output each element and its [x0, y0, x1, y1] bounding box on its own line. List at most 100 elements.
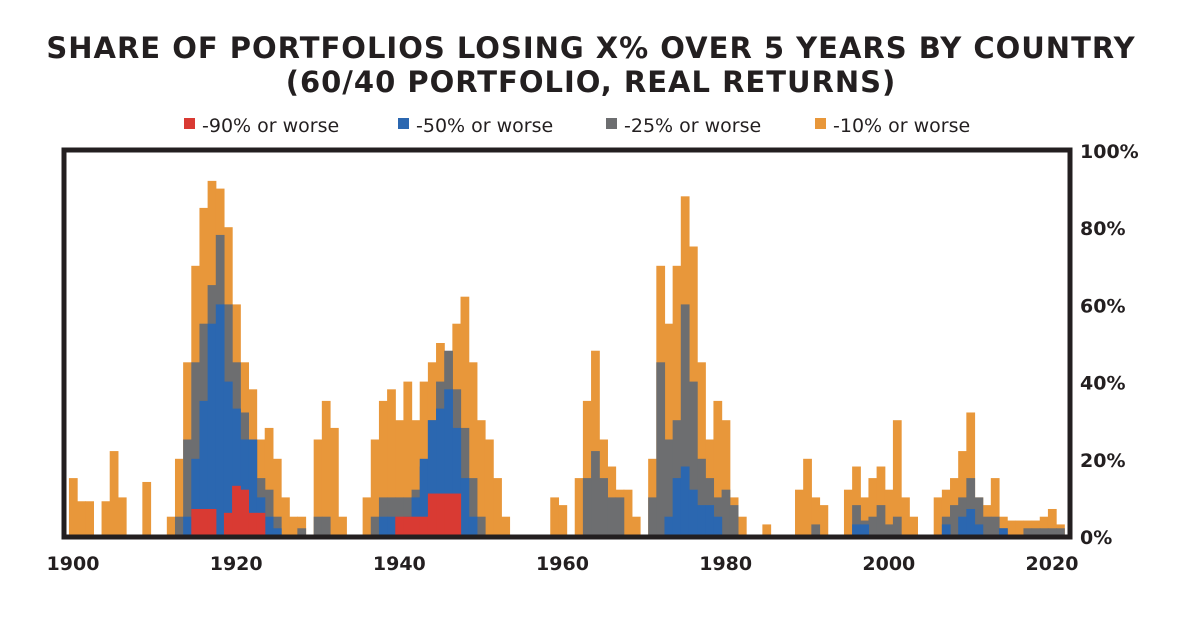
area-segment: [990, 516, 1000, 536]
area-segment: [672, 265, 682, 536]
area-segment: [713, 516, 723, 536]
y-tick-label: 60%: [1080, 295, 1125, 317]
area-segment: [574, 478, 584, 536]
area-segment: [468, 362, 478, 536]
area-segment: [223, 512, 233, 536]
legend-label: -50% or worse: [416, 115, 553, 137]
area-segment: [860, 497, 870, 536]
area-segment: [1039, 516, 1049, 536]
area-segment: [191, 362, 201, 536]
area-segment: [240, 439, 250, 536]
legend-swatch: [815, 118, 826, 129]
area-segment: [966, 412, 976, 536]
area-segment: [174, 516, 184, 536]
area-segment: [974, 524, 984, 536]
area-segment: [892, 516, 902, 536]
area-segment: [264, 489, 274, 536]
area-segment: [199, 400, 209, 536]
area-segment: [427, 420, 437, 536]
y-tick-label: 80%: [1080, 218, 1125, 240]
area-segment: [338, 516, 347, 536]
area-segment: [272, 528, 282, 536]
legend-swatch: [184, 118, 195, 129]
area-segment: [852, 505, 861, 536]
area-segment: [484, 439, 494, 536]
area-segment: [207, 508, 217, 536]
legend-label: -10% or worse: [833, 115, 970, 137]
area-segment: [1023, 528, 1033, 536]
area-segment: [762, 524, 772, 536]
area-segment: [1039, 528, 1049, 536]
area-segment: [1007, 520, 1016, 536]
x-axis: 1900 1920 1940 1960 1980 2000 2020: [47, 553, 1079, 575]
area-segment: [941, 489, 951, 536]
area-segment: [452, 493, 462, 536]
area-segment: [444, 389, 453, 536]
area-segment: [476, 420, 486, 536]
area-segment: [990, 478, 1000, 536]
y-tick-label: 100%: [1080, 141, 1139, 163]
area-segment: [998, 516, 1008, 536]
area-segment: [248, 439, 258, 536]
area-segment: [248, 512, 258, 536]
area-segment: [664, 323, 674, 536]
area-segment: [876, 505, 886, 536]
area-segment: [860, 524, 870, 536]
area-segment: [558, 505, 568, 536]
area-segment: [313, 439, 323, 536]
area-segment: [819, 505, 829, 536]
area-segment: [362, 497, 372, 536]
legend-label: -25% or worse: [624, 115, 761, 137]
area-segment: [1056, 528, 1065, 536]
area-segment: [631, 516, 641, 536]
legend-item: -10% or worse: [815, 115, 970, 137]
area-segment: [811, 497, 821, 536]
area-segment: [313, 516, 323, 536]
legend-item: -50% or worse: [398, 115, 553, 137]
area-segment: [215, 304, 225, 536]
area-segment: [272, 516, 282, 536]
area-segment: [843, 489, 853, 536]
area-segment: [183, 516, 192, 536]
y-tick-label: 40%: [1080, 373, 1125, 395]
area-segment: [297, 516, 307, 536]
area-segment: [615, 497, 625, 536]
area-segment: [672, 478, 682, 536]
area-segment: [901, 497, 910, 536]
area-segment: [688, 489, 698, 536]
area-segment: [941, 524, 951, 536]
area-segment: [174, 458, 184, 536]
area-segment: [591, 451, 600, 536]
x-tick-label: 1980: [699, 553, 752, 575]
area-segment: [852, 466, 861, 536]
area-segment: [329, 427, 339, 536]
area-segment: [387, 389, 396, 536]
area-segment: [297, 528, 307, 536]
x-tick-label: 1920: [210, 553, 263, 575]
area-segment: [232, 408, 241, 536]
area-segment: [803, 458, 812, 536]
area-segment: [721, 420, 731, 536]
legend: -90% or worse -50% or worse -25% or worse -…: [184, 115, 970, 137]
area-segment: [697, 505, 706, 536]
area-segment: [998, 528, 1008, 536]
area-segment: [321, 516, 331, 536]
area-segment: [264, 427, 274, 536]
area-segment: [476, 516, 486, 536]
area-segment: [697, 362, 706, 536]
area-segment: [378, 516, 388, 536]
area-segment: [191, 508, 201, 536]
area-segment: [264, 516, 274, 536]
area-segment: [411, 420, 421, 536]
area-segment: [370, 516, 380, 536]
area-segment: [183, 439, 192, 536]
area-segment: [950, 505, 959, 536]
area-segment: [876, 466, 886, 536]
area-segment: [468, 478, 478, 536]
area-segment: [688, 381, 698, 536]
plot-frame: [61, 147, 1073, 540]
legend-swatch: [606, 118, 617, 129]
area-segment: [884, 489, 894, 536]
area-segment: [1031, 528, 1041, 536]
